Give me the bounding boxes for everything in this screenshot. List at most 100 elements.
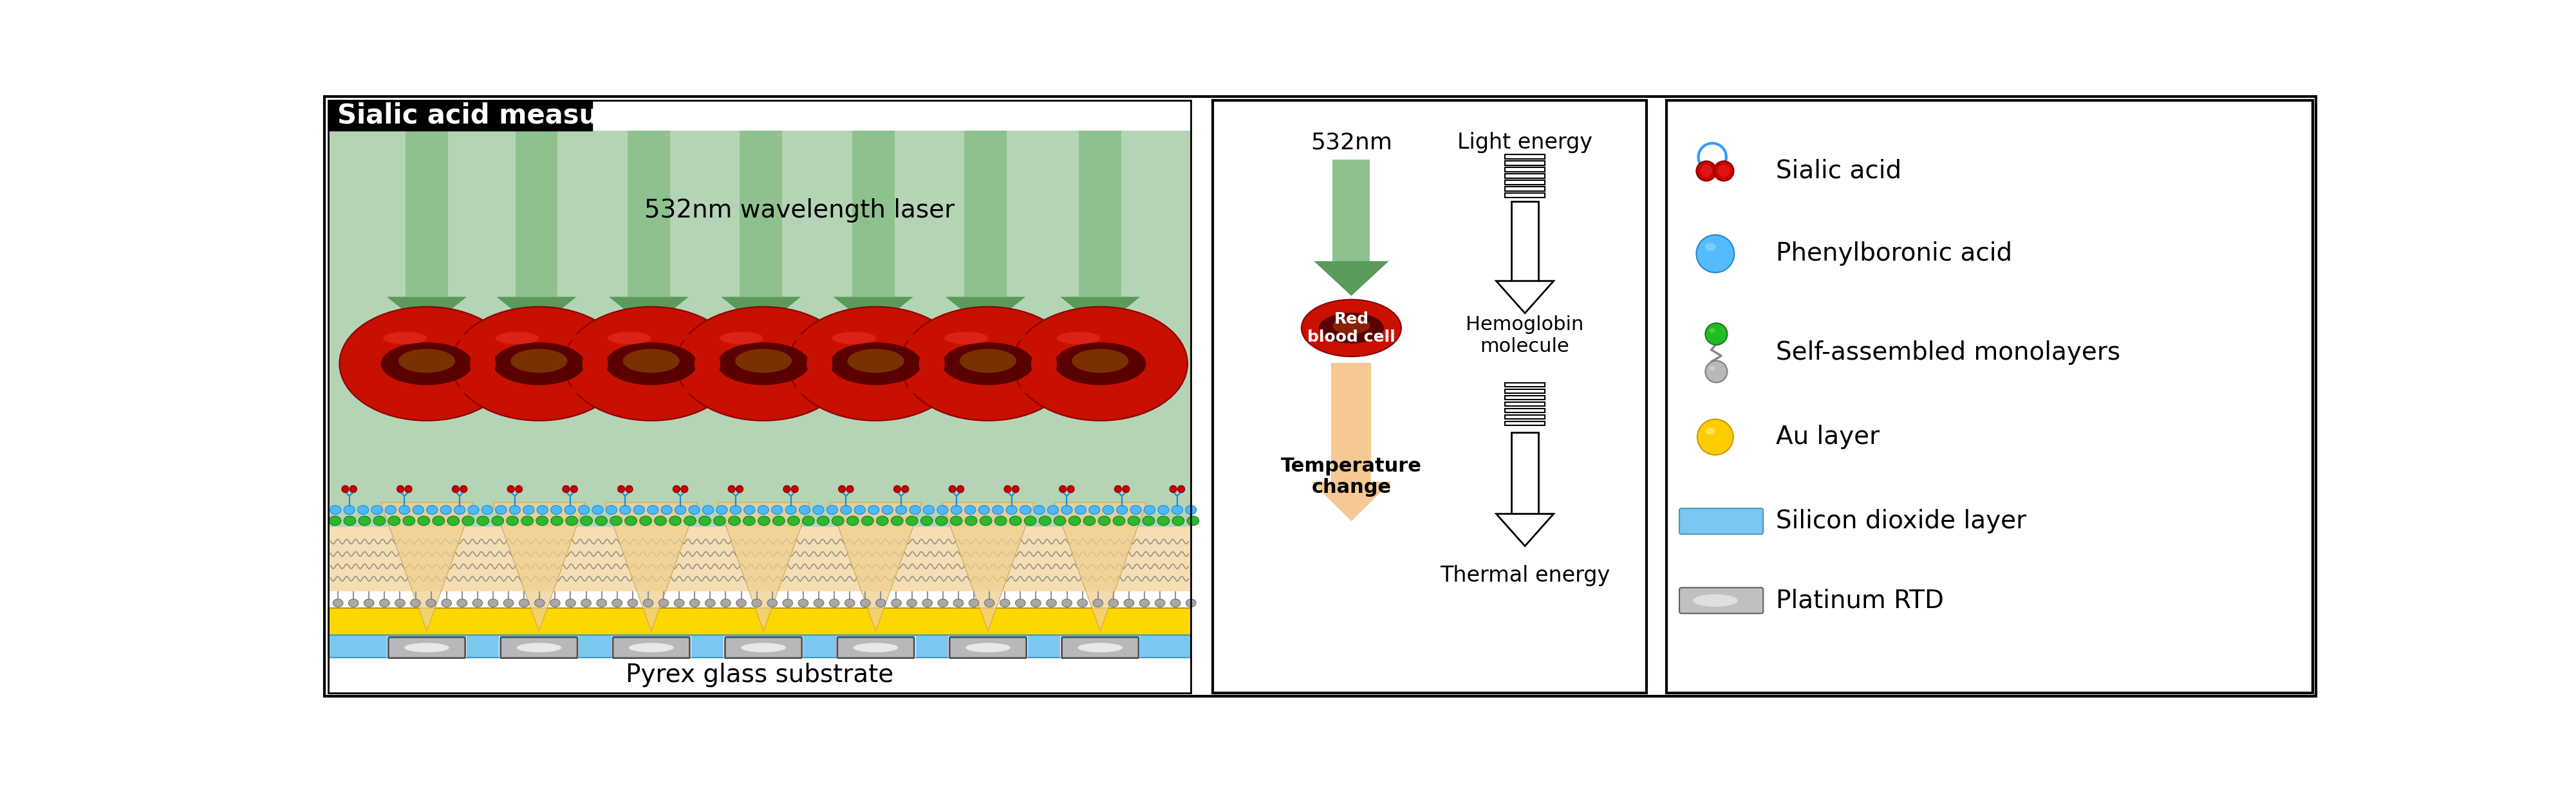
Bar [835,636,914,658]
Ellipse shape [1332,317,1370,334]
Circle shape [562,486,569,492]
Ellipse shape [595,516,608,525]
Ellipse shape [536,516,549,525]
Ellipse shape [979,506,989,514]
Ellipse shape [675,506,685,514]
Ellipse shape [1115,506,1128,514]
Ellipse shape [817,516,829,525]
Ellipse shape [461,516,474,525]
Ellipse shape [1144,506,1154,514]
Polygon shape [497,297,577,329]
Ellipse shape [688,506,701,514]
Circle shape [680,486,688,492]
Circle shape [791,486,799,492]
Polygon shape [716,502,809,631]
Ellipse shape [1054,342,1146,385]
Ellipse shape [1038,516,1051,525]
FancyBboxPatch shape [724,637,801,658]
Circle shape [1705,323,1728,345]
Circle shape [1005,486,1012,492]
Ellipse shape [536,506,549,514]
Ellipse shape [984,599,994,607]
Ellipse shape [943,342,1033,385]
Ellipse shape [757,516,770,525]
Ellipse shape [891,516,904,525]
Ellipse shape [719,342,809,385]
Text: Phenylboronic acid: Phenylboronic acid [1775,242,2012,266]
Ellipse shape [623,349,680,373]
Circle shape [569,486,577,492]
Ellipse shape [1157,516,1170,525]
Ellipse shape [907,599,917,607]
Ellipse shape [384,332,428,345]
Ellipse shape [1033,506,1046,514]
Ellipse shape [1108,599,1118,607]
Ellipse shape [348,599,358,607]
Ellipse shape [374,516,386,525]
Ellipse shape [1710,328,1716,333]
Ellipse shape [1705,428,1716,435]
Ellipse shape [448,516,459,525]
Ellipse shape [611,516,621,525]
Ellipse shape [999,599,1010,607]
Ellipse shape [1319,312,1383,343]
Ellipse shape [605,506,616,514]
Circle shape [948,486,956,492]
Ellipse shape [698,516,711,525]
Circle shape [1718,165,1728,177]
Ellipse shape [518,643,562,652]
Ellipse shape [371,506,381,514]
Ellipse shape [876,516,889,525]
Ellipse shape [860,516,873,525]
Polygon shape [381,502,474,631]
Ellipse shape [814,599,824,607]
Ellipse shape [662,506,672,514]
Circle shape [1115,486,1121,492]
Ellipse shape [477,516,489,525]
Ellipse shape [404,643,448,652]
Circle shape [1713,161,1734,181]
Bar [327,537,1190,692]
Ellipse shape [868,506,878,514]
Ellipse shape [922,599,933,607]
Ellipse shape [629,643,675,652]
Ellipse shape [402,516,415,525]
Ellipse shape [647,506,659,514]
Ellipse shape [719,332,762,345]
Ellipse shape [953,599,963,607]
Ellipse shape [564,307,739,421]
Ellipse shape [685,516,696,525]
Ellipse shape [564,506,574,514]
Ellipse shape [1103,506,1113,514]
Ellipse shape [938,599,948,607]
Ellipse shape [425,599,435,607]
Ellipse shape [1012,307,1188,421]
Ellipse shape [410,599,420,607]
Polygon shape [1054,502,1146,631]
Ellipse shape [675,599,685,607]
FancyBboxPatch shape [613,637,690,658]
Ellipse shape [1010,516,1023,525]
Ellipse shape [551,599,559,607]
Ellipse shape [1061,599,1072,607]
Ellipse shape [1069,516,1079,525]
Circle shape [1698,161,1716,181]
Ellipse shape [951,506,961,514]
Ellipse shape [567,599,574,607]
Circle shape [848,486,853,492]
Ellipse shape [979,516,992,525]
FancyBboxPatch shape [1680,509,1762,534]
FancyBboxPatch shape [389,637,466,658]
FancyBboxPatch shape [1680,588,1762,613]
Bar [327,658,1190,692]
Ellipse shape [495,506,507,514]
Ellipse shape [363,599,374,607]
Ellipse shape [920,516,933,525]
Bar [1667,100,2313,692]
Ellipse shape [626,516,636,525]
Polygon shape [943,502,1033,631]
Ellipse shape [492,516,505,525]
Bar [948,636,1028,658]
Ellipse shape [330,516,340,525]
Ellipse shape [582,599,590,607]
